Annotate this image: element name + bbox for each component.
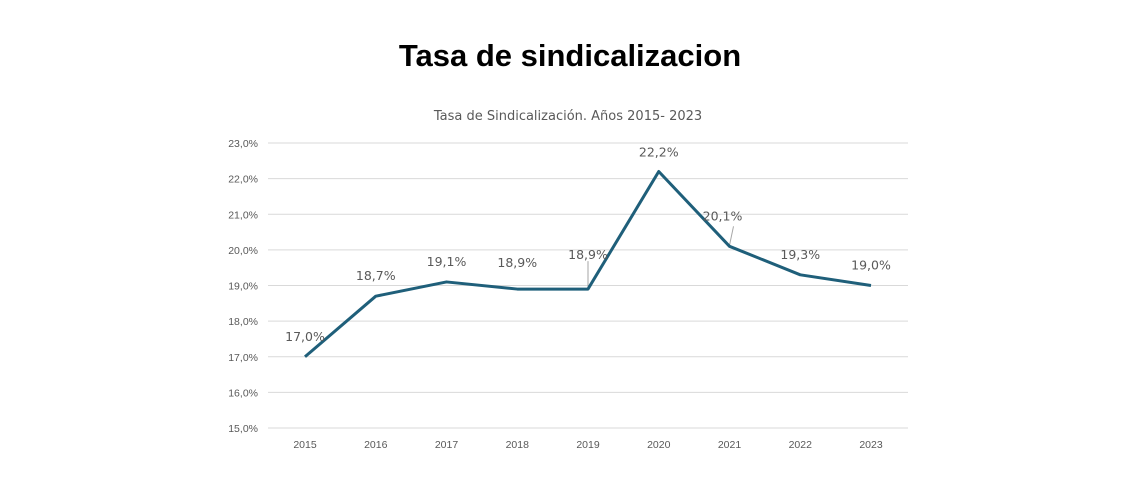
gridlines — [268, 142, 908, 429]
series-line — [304, 170, 872, 358]
data-label: 18,9% — [497, 255, 537, 270]
x-tick-label: 2023 — [859, 439, 883, 451]
x-tick-label: 2016 — [364, 439, 388, 451]
y-tick-label: 18,0% — [228, 316, 258, 328]
data-label: 18,7% — [356, 268, 396, 283]
y-tick-label: 19,0% — [228, 281, 258, 293]
x-tick-label: 2022 — [789, 439, 813, 451]
leader-line — [729, 226, 734, 246]
data-label: 18,9% — [568, 247, 608, 262]
x-tick-label: 2015 — [293, 439, 317, 451]
data-label: 19,0% — [851, 258, 891, 273]
y-tick-label: 23,0% — [228, 138, 258, 150]
series-lines — [304, 170, 872, 358]
x-tick-label: 2020 — [647, 439, 671, 451]
y-axis-ticks: 15,0% 16,0% 17,0% 18,0% 19,0% 20,0% 21,0% 22,0%… — [228, 138, 258, 435]
data-label: 22,2% — [639, 145, 679, 160]
label-leader-lines — [587, 226, 734, 289]
y-tick-label: 20,0% — [228, 245, 258, 257]
page-title: Tasa de sindicalizacion — [398, 38, 742, 73]
y-tick-label: 21,0% — [228, 209, 258, 221]
x-tick-label: 2018 — [506, 439, 530, 451]
x-tick-label: 2019 — [576, 439, 600, 451]
chart-title: Tasa de Sindicalización. Años 2015- 2023 — [433, 109, 702, 124]
data-label: 17,0% — [285, 329, 325, 344]
y-tick-label: 15,0% — [228, 423, 258, 435]
data-label: 19,3% — [780, 247, 820, 262]
x-tick-label: 2017 — [435, 439, 459, 451]
y-tick-label: 22,0% — [228, 174, 258, 186]
data-label: 19,1% — [427, 254, 467, 269]
x-tick-label: 2021 — [718, 439, 742, 451]
x-axis-ticks: 2015 2016 2017 2018 2019 2020 2021 2022 2023 — [293, 439, 883, 451]
data-label: 20,1% — [703, 208, 743, 223]
data-labels: 17,0% 18,7% 19,1% 18,9% 18,9% 22,2% 20,1% 19,3%… — [285, 145, 891, 344]
y-tick-label: 17,0% — [228, 352, 258, 364]
y-tick-label: 16,0% — [228, 387, 258, 399]
